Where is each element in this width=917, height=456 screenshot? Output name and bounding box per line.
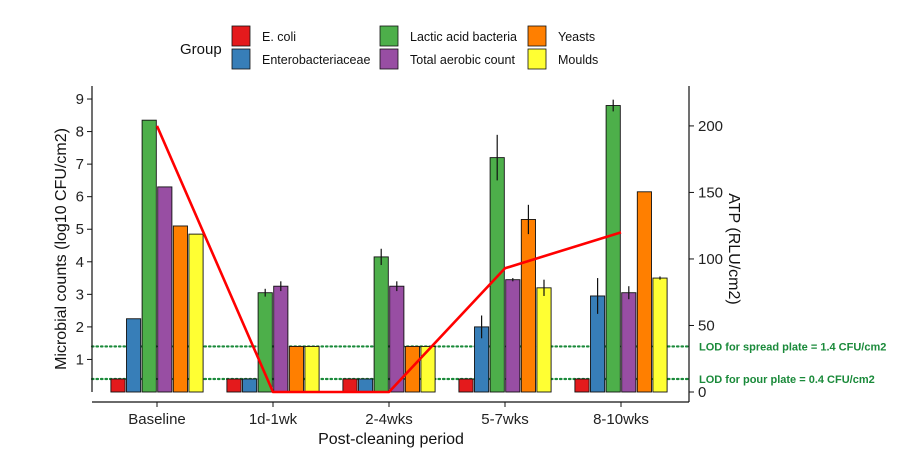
y-tick-label: 7 [76,156,84,173]
x-tick-label: Baseline [128,411,186,428]
bar-moulds [652,277,668,393]
legend-label-lactic-acid-bacteria: Lactic acid bacteria [410,30,517,44]
error-bars [264,99,661,339]
bar-total-aerobic-count [621,292,637,393]
legend-label-total-aerobic-count: Total aerobic count [410,53,515,67]
y-tick-label: 6 [76,189,84,206]
bar-total-aerobic-count [389,285,405,393]
bar-enterobacteriaceae [358,378,374,393]
x-tick-label: 5-7wks [481,411,529,428]
bar-total-aerobic-count [157,186,173,393]
y2-tick-label: 200 [698,118,723,135]
x-tick-label: 1d-1wk [249,411,298,428]
y-axis-title: Microbial counts (log10 CFU/cm2) [53,128,70,370]
bar-lactic-acid-bacteria [373,256,389,393]
bar-lactic-acid-bacteria [141,119,157,393]
legend-label-yeasts: Yeasts [558,30,595,44]
atp-line [155,125,622,394]
bar-moulds [304,345,320,393]
y2-tick-label: 50 [698,317,715,334]
x-axis-title: Post-cleaning period [318,431,464,448]
bar-yeasts [288,345,304,393]
legend-title: Group [180,41,222,58]
bar-lactic-acid-bacteria [605,105,621,393]
bar-moulds [188,233,204,393]
y-tick-label: 1 [76,351,84,368]
y2-tick-label: 100 [698,251,723,268]
bar-total-aerobic-count [505,279,521,393]
y-tick-label: 4 [76,254,84,271]
legend-swatch-enterobacteriaceae [231,48,251,70]
y-tick-label: 9 [76,91,84,108]
lod-label: LOD for pour plate = 0.4 CFU/cm2 [699,374,875,386]
legend-label-e-coli: E. coli [262,30,296,44]
bar-enterobacteriaceae [242,378,258,393]
legend-swatch-moulds [527,48,547,70]
bar-moulds [420,345,436,393]
bar-yeasts [520,219,536,393]
x-tick-label: 2-4wks [365,411,413,428]
bar-e-coli [226,378,242,393]
bar-e-coli [342,378,358,393]
atp-line-layer [155,125,622,394]
bar-yeasts [404,345,420,393]
bar-enterobacteriaceae [126,318,142,393]
legend-swatch-yeasts [527,25,547,47]
legend-label-enterobacteriaceae: Enterobacteriaceae [262,53,370,67]
bar-yeasts [636,191,652,393]
axes: 1 2 3 4 5 6 7 8 9 0 50 100 150 200 Baseline 1d-1wk 2-4wk… [76,86,723,428]
legend-swatch-lactic-acid-bacteria [379,25,399,47]
y2-tick-label: 150 [698,184,723,201]
y-tick-label: 3 [76,286,84,303]
x-tick-label: 8-10wks [593,411,649,428]
bar-e-coli [110,378,126,393]
y-tick-label: 5 [76,221,84,238]
bar-moulds [536,287,552,393]
legend-label-moulds: Moulds [558,53,598,67]
bar-total-aerobic-count [273,285,289,393]
y2-axis-title: ATP (RLU/cm2) [725,193,742,304]
legend-swatch-e-coli [231,25,251,47]
y2-tick-label: 0 [698,384,706,401]
legend-swatch-total-aerobic-count [379,48,399,70]
y-tick-label: 8 [76,124,84,141]
bar-yeasts [172,225,188,393]
lod-label: LOD for spread plate = 1.4 CFU/cm2 [699,341,886,353]
legend: Group E. coli Enterobacteriaceae Lactic aci… [180,25,598,70]
lod-lines: LOD for spread plate = 1.4 CFU/cm2 LOD fo… [90,341,886,386]
bars [110,105,668,393]
bar-e-coli [458,378,474,393]
bar-e-coli [574,378,590,393]
y-tick-label: 2 [76,319,84,336]
